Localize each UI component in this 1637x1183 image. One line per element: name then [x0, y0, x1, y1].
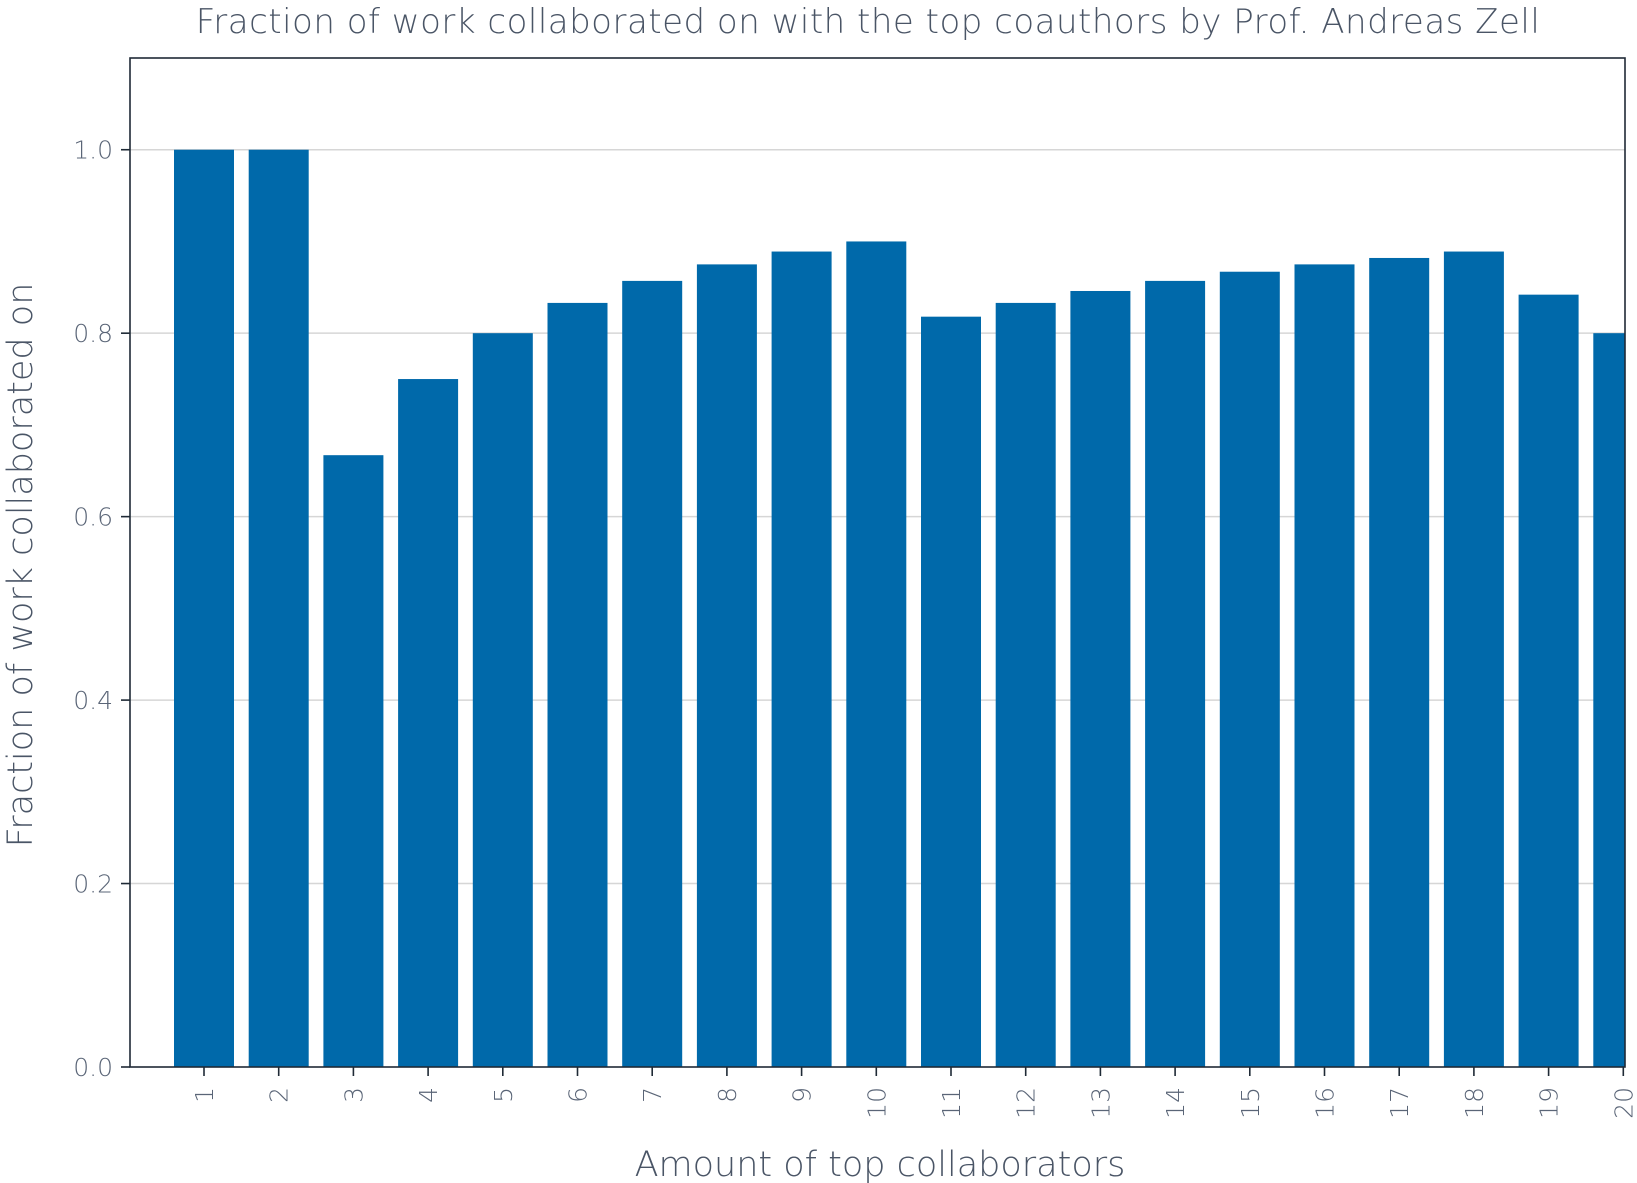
- y-axis-ticks: 0.0 0.2 0.4 0.6 0.8 1.0: [73, 136, 130, 1082]
- bar: [323, 455, 384, 1067]
- bar: [1294, 264, 1355, 1067]
- y-tick-label: 0.2: [73, 870, 113, 899]
- bar: [771, 251, 832, 1067]
- x-tick-label: 18: [1460, 1087, 1489, 1119]
- bar: [1070, 290, 1131, 1067]
- y-tick-label: 0.0: [73, 1053, 113, 1082]
- x-tick-label: 17: [1385, 1087, 1414, 1119]
- bar: [696, 264, 757, 1067]
- x-tick-label: 20: [1609, 1087, 1637, 1119]
- bar: [1369, 257, 1430, 1067]
- x-tick-label: 13: [1086, 1087, 1115, 1119]
- x-tick-label: 2: [265, 1087, 294, 1103]
- x-tick-label: 6: [564, 1087, 593, 1103]
- plot-frame: [129, 57, 1626, 1068]
- bar: [1145, 280, 1206, 1067]
- x-tick-label: 9: [788, 1087, 817, 1103]
- bar: [622, 280, 683, 1067]
- x-axis-ticks: 1 2 3 4 5 6 7 8 9 10 11 12 13 14 15 16 17 18 19 20: [190, 1067, 1637, 1119]
- chart-title: Fraction of work collaborated on with th…: [196, 2, 1541, 42]
- x-axis-label: Amount of top collaborators: [635, 1145, 1126, 1183]
- x-tick-label: 10: [862, 1087, 891, 1119]
- x-tick-label: 15: [1236, 1087, 1265, 1119]
- bar: [1593, 333, 1625, 1067]
- x-tick-label: 19: [1535, 1087, 1564, 1119]
- bar: [1219, 271, 1280, 1067]
- bar: [472, 333, 533, 1067]
- y-tick-label: 0.6: [73, 503, 113, 532]
- x-tick-label: 12: [1012, 1087, 1041, 1119]
- bar: [921, 316, 981, 1067]
- bar: [1518, 294, 1579, 1067]
- x-tick-label: 3: [339, 1087, 368, 1103]
- bar: [398, 379, 459, 1068]
- bar: [1443, 251, 1504, 1067]
- x-tick-label: 11: [937, 1087, 966, 1119]
- x-tick-label: 14: [1161, 1087, 1190, 1119]
- y-tick-label: 1.0: [73, 136, 113, 165]
- bar: [248, 149, 309, 1067]
- bar: [174, 149, 234, 1067]
- y-tick-label: 0.4: [73, 686, 113, 715]
- bar: [547, 302, 608, 1067]
- bar: [846, 241, 907, 1068]
- x-tick-label: 7: [638, 1087, 667, 1103]
- y-tick-label: 0.8: [73, 319, 113, 348]
- x-tick-label: 1: [190, 1087, 219, 1103]
- x-tick-label: 5: [489, 1087, 518, 1103]
- bar: [995, 302, 1056, 1067]
- x-tick-label: 4: [414, 1087, 443, 1103]
- y-axis-label: Fraction of work collaborated on: [1, 283, 41, 848]
- x-tick-label: 16: [1311, 1087, 1340, 1119]
- x-tick-label: 8: [713, 1087, 742, 1103]
- bars: [174, 149, 1625, 1068]
